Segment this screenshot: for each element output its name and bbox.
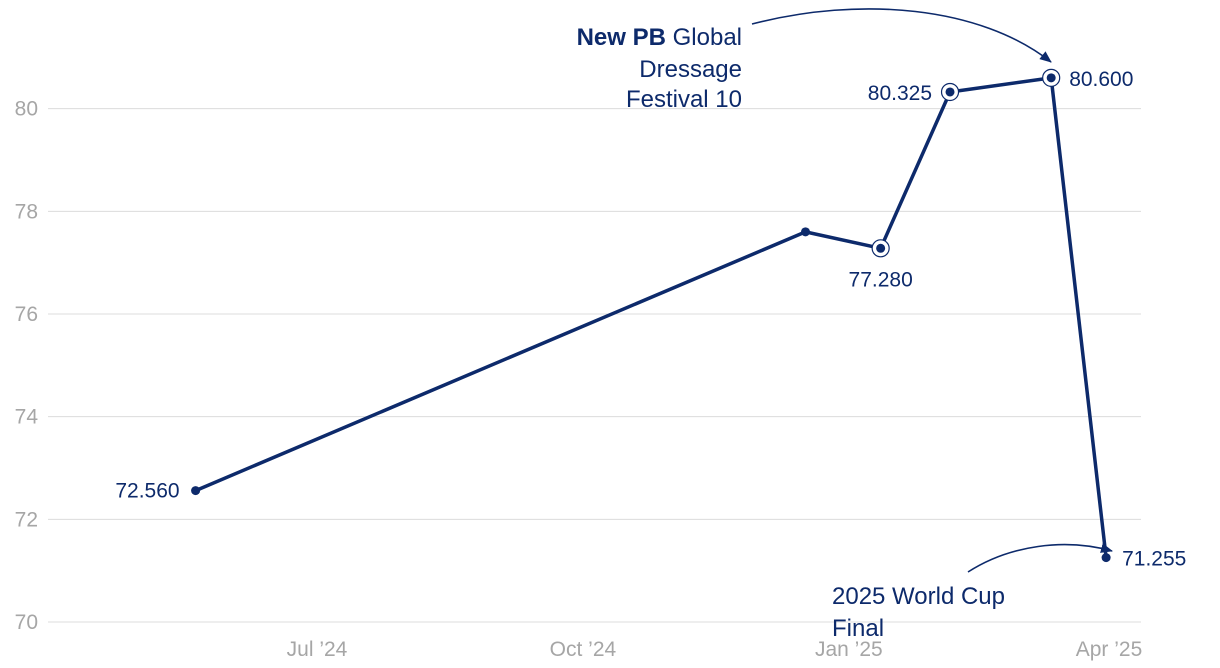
annotation-world-cup-arrow <box>967 543 1113 573</box>
y-tick-label: 76 <box>15 303 38 326</box>
annotation-world-cup-line-1: 2025 World Cup <box>832 583 1005 610</box>
y-tick-label: 72 <box>15 508 38 531</box>
annotation-new-pb-line-2: Dressage <box>639 56 742 83</box>
annotation-new-pb-arrow <box>751 8 1052 63</box>
x-axis: Jul ’24 Oct ’24 Jan ’25 Apr ’25 <box>287 638 1143 661</box>
data-point <box>191 486 201 496</box>
annotation-new-pb-line-3: Festival 10 <box>626 86 742 113</box>
annotation-world-cup: 2025 World Cup Final <box>832 543 1113 642</box>
data-label: 71.255 <box>1122 548 1186 571</box>
data-point <box>876 243 886 253</box>
data-label: 80.325 <box>868 82 932 105</box>
data-label: 72.560 <box>115 480 179 503</box>
data-points <box>191 68 1111 563</box>
data-point <box>1101 553 1111 563</box>
annotation-new-pb-bold: New PB <box>577 24 666 51</box>
series-line <box>193 76 1108 560</box>
x-tick-label: Apr ’25 <box>1076 638 1143 661</box>
x-tick-label: Oct ’24 <box>550 638 617 661</box>
y-axis: 70 72 74 76 78 80 <box>15 98 39 634</box>
annotation-new-pb-line-1: Global <box>673 24 742 51</box>
data-point <box>800 227 810 237</box>
data-point <box>945 87 955 97</box>
gridlines <box>48 108 1141 623</box>
x-tick-label: Jul ’24 <box>287 638 348 661</box>
y-tick-label: 74 <box>15 406 39 429</box>
y-tick-label: 80 <box>15 98 38 121</box>
data-labels: 72.560 77.280 80.325 80.600 71.255 <box>115 68 1186 571</box>
y-tick-label: 70 <box>15 611 38 634</box>
data-label: 77.280 <box>849 268 913 291</box>
annotation-new-pb: New PB Global Dressage Festival 10 <box>577 8 1052 113</box>
series-line-score <box>193 76 1108 560</box>
data-point <box>1046 73 1056 83</box>
y-tick-label: 78 <box>15 200 38 223</box>
svg-text:New PB Global: New PB Global <box>577 24 742 51</box>
annotation-world-cup-line-2: Final <box>832 615 884 642</box>
x-tick-label: Jan ’25 <box>815 638 883 661</box>
data-label: 80.600 <box>1069 68 1133 91</box>
